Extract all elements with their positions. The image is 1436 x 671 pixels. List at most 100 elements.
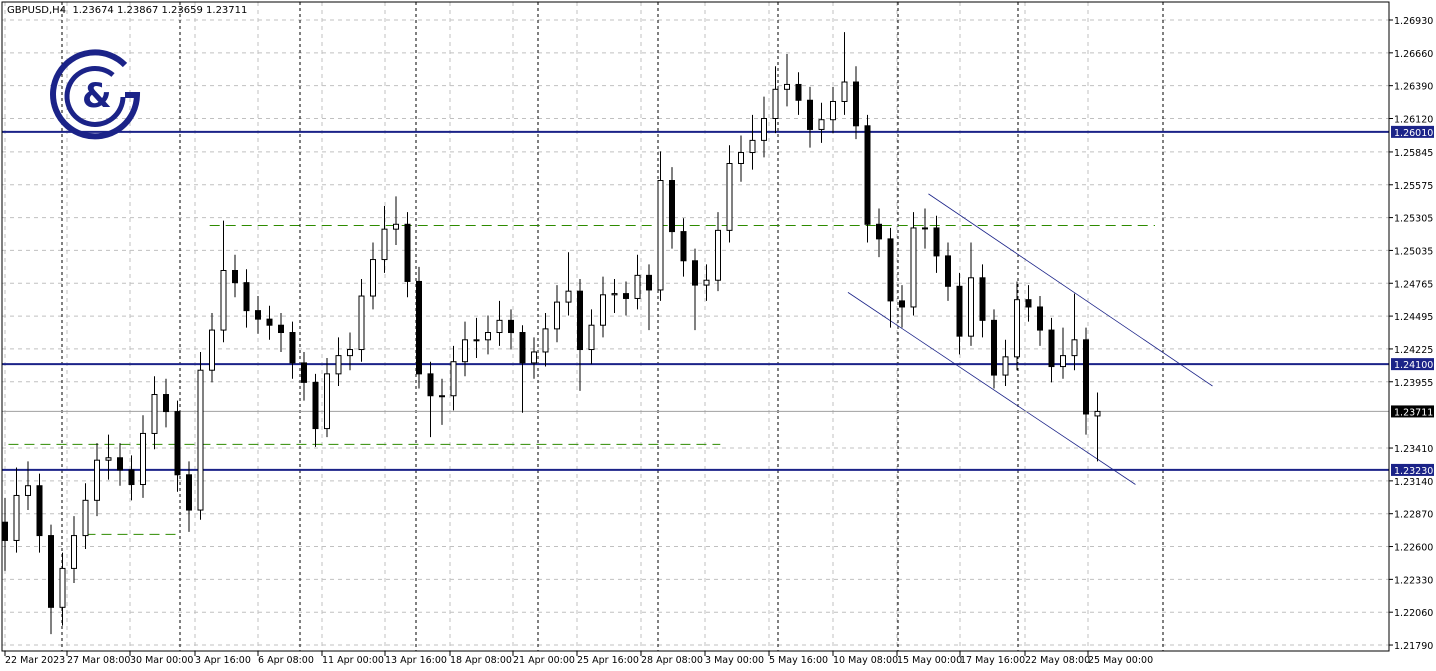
y-tick-label: 1.26120 [1394, 114, 1433, 125]
candle-bear [692, 260, 698, 286]
symbol-timeframe: GBPUSD,H4 [7, 5, 67, 16]
y-tick-label: 1.23410 [1394, 444, 1433, 455]
candle-bull [347, 349, 353, 357]
candle-bear [956, 285, 963, 337]
candle-bull [703, 279, 710, 286]
candle-bull [1094, 410, 1101, 417]
candle-bull [784, 83, 790, 90]
candle-bear [427, 373, 434, 397]
candle-bull [611, 293, 618, 296]
x-tick-label: 3 May 00:00 [705, 655, 764, 666]
candle-bull [358, 295, 365, 351]
candle-bear [864, 125, 871, 225]
candle-bull [496, 319, 503, 334]
candle-bear [2, 521, 8, 541]
candle-bear [278, 324, 284, 334]
candle-bull [462, 339, 468, 363]
x-tick-label: 22 May 08:00 [1025, 655, 1090, 666]
candle-bear [519, 332, 526, 364]
candle-bull [600, 294, 606, 326]
y-tick-label: 1.26930 [1394, 16, 1433, 27]
x-tick-label: 25 May 00:00 [1088, 655, 1153, 666]
candle-bull [531, 351, 537, 364]
candle-bear [979, 277, 986, 321]
x-tick-label: 21 Apr 00:00 [513, 655, 575, 666]
candle-bull [94, 459, 100, 501]
candle-bull [830, 100, 836, 121]
candle-bear [186, 474, 192, 511]
candle-bear [876, 223, 882, 240]
candle-bull [841, 81, 848, 102]
x-tick-label: 28 Apr 08:00 [641, 655, 703, 666]
candle-bull [105, 457, 112, 461]
candle-bear [1025, 299, 1032, 308]
candle-bear [1048, 329, 1055, 368]
y-tick-label: 1.25035 [1394, 246, 1433, 257]
price-axis: 1.26930 1.26660 1.26390 1.26120 1.25845 1.255… [1389, 16, 1433, 652]
chart-title: GBPUSD,H4 1.23674 1.23867 1.23659 1.2371… [7, 5, 247, 16]
y-tick-label: 1.23955 [1394, 378, 1433, 389]
level-labels: 1.26010 1.24100 1.23230 1.23711 [1391, 125, 1434, 477]
candle-bear [163, 394, 169, 413]
level-label-bg [1391, 358, 1434, 371]
candle-bull [910, 227, 917, 308]
candle-bear [301, 362, 307, 383]
candle-bull [565, 290, 572, 303]
current-price-label: 1.23711 [1394, 407, 1433, 418]
candle-bull [657, 180, 664, 291]
x-tick-label: 11 Apr 00:00 [322, 655, 384, 666]
candle-bull [209, 329, 215, 371]
candle-bull [393, 223, 399, 230]
candle-bull [542, 328, 549, 353]
y-tick-label: 1.23140 [1394, 477, 1433, 488]
candle-bear [243, 282, 250, 312]
x-tick-label: 25 Apr 16:00 [577, 655, 639, 666]
candle-bear [887, 238, 894, 302]
level-label: 1.23230 [1394, 466, 1433, 477]
candle-bear [404, 223, 411, 282]
candle-bull [82, 499, 89, 537]
x-tick-label: 18 Apr 08:00 [450, 655, 512, 666]
ohlc-readout: 1.23674 1.23867 1.23659 1.23711 [72, 5, 248, 16]
candle-bear [255, 310, 261, 320]
candles [2, 32, 1101, 635]
candle-bull [25, 485, 31, 496]
y-tick-label: 1.21790 [1394, 641, 1433, 652]
candle-bear [899, 300, 905, 308]
candle-bear [680, 231, 687, 262]
y-tick-label: 1.25575 [1394, 181, 1433, 192]
x-tick-label: 27 Mar 08:00 [67, 655, 130, 666]
candle-bear [795, 83, 802, 101]
y-tick-label: 1.26660 [1394, 49, 1433, 60]
candle-bull [13, 494, 20, 541]
candle-bear [646, 274, 652, 291]
candle-bear [174, 411, 181, 476]
candle-bull [922, 227, 928, 230]
candle-bull [151, 394, 158, 434]
candle-bear [266, 318, 273, 326]
candle-bear [312, 381, 319, 430]
y-tick-label: 1.24225 [1394, 345, 1433, 356]
candle-bear [128, 469, 135, 486]
candle-bull [634, 274, 641, 299]
candle-bull [140, 432, 146, 486]
candle-bear [289, 332, 296, 364]
candle-bear [807, 99, 813, 130]
candle-bear [933, 227, 940, 257]
candle-bear [232, 269, 238, 284]
candle-bull [749, 139, 756, 154]
candle-bull [439, 395, 445, 398]
candle-bear [945, 255, 951, 287]
x-tick-label: 17 May 16:00 [960, 655, 1025, 666]
candle-bull [968, 277, 974, 337]
y-tick-label: 1.22330 [1394, 575, 1433, 586]
x-tick-label: 15 May 00:00 [897, 655, 962, 666]
candle-bull [335, 355, 342, 375]
candle-bear [1083, 339, 1089, 415]
candle-bull [59, 567, 66, 608]
candle-bull [818, 119, 825, 130]
candle-bull [324, 373, 330, 430]
candle-bull [485, 332, 491, 341]
brand-logo: & [50, 49, 141, 140]
